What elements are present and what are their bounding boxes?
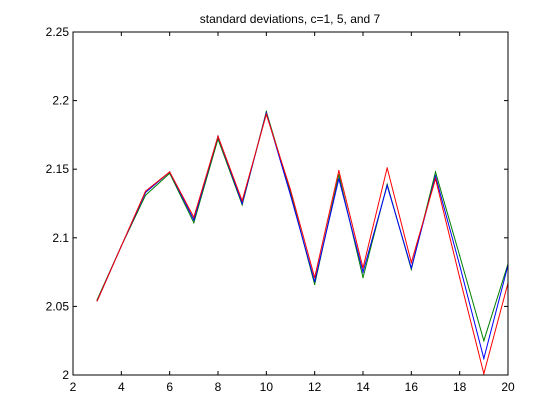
data-point	[434, 178, 437, 180]
x-tick-label: 16	[405, 380, 419, 394]
axis-ticks: 2 4 6 8 10 12 14 16 18 20 2 2.05 2.1 2.15 2.2 2.25	[46, 25, 515, 394]
y-tick-label: 2.2	[52, 94, 69, 108]
x-tick-label: 14	[356, 380, 370, 394]
data-point	[314, 276, 316, 279]
data-point	[410, 261, 412, 264]
data-point	[120, 245, 122, 247]
data-point	[217, 135, 219, 137]
data-point	[483, 373, 485, 375]
x-tick-label: 10	[260, 380, 274, 394]
series-line-2	[96, 112, 509, 376]
data-point	[410, 267, 412, 269]
x-tick-label: 6	[166, 380, 173, 394]
data-point	[314, 283, 316, 286]
data-point	[434, 171, 437, 173]
data-point	[193, 216, 195, 218]
x-tick-label: 18	[453, 380, 467, 394]
data-point	[362, 271, 364, 273]
data-point	[362, 267, 364, 269]
y-tick-label: 2.15	[46, 162, 70, 176]
x-tick-label: 2	[70, 380, 77, 394]
data-point	[338, 174, 340, 176]
y-tick-label: 2.25	[46, 25, 70, 39]
data-point	[459, 255, 461, 257]
data-point	[386, 167, 388, 169]
data-point	[338, 178, 340, 180]
data-point	[193, 219, 195, 221]
data-point	[459, 276, 461, 279]
data-point	[483, 357, 485, 360]
plot-area	[73, 32, 508, 375]
data-point	[362, 276, 364, 279]
x-tick-label: 12	[308, 380, 322, 394]
data-point	[265, 113, 267, 115]
data-point	[144, 194, 147, 196]
plot-frame	[72, 31, 509, 376]
data-point	[241, 200, 243, 202]
data-point	[314, 281, 316, 283]
y-tick-label: 2	[62, 368, 69, 382]
y-tick-label: 2.1	[52, 231, 69, 245]
data-point	[434, 175, 437, 177]
data-point	[144, 190, 147, 192]
data-point	[459, 264, 461, 266]
data-point	[483, 340, 485, 342]
x-tick-label: 8	[215, 380, 222, 394]
data-point	[338, 169, 340, 172]
x-tick-label: 20	[501, 380, 515, 394]
y-tick-label: 2.05	[46, 299, 70, 313]
series-lines	[96, 109, 509, 376]
x-tick-label: 4	[118, 380, 125, 394]
data-point	[241, 202, 243, 205]
data-point	[96, 300, 98, 302]
data-point	[169, 171, 171, 173]
data-point	[289, 189, 292, 191]
data-point	[289, 194, 292, 196]
data-point	[386, 185, 388, 187]
chart-title: standard deviations, c=1, 5, and 7	[200, 12, 381, 26]
data-point	[193, 222, 195, 224]
